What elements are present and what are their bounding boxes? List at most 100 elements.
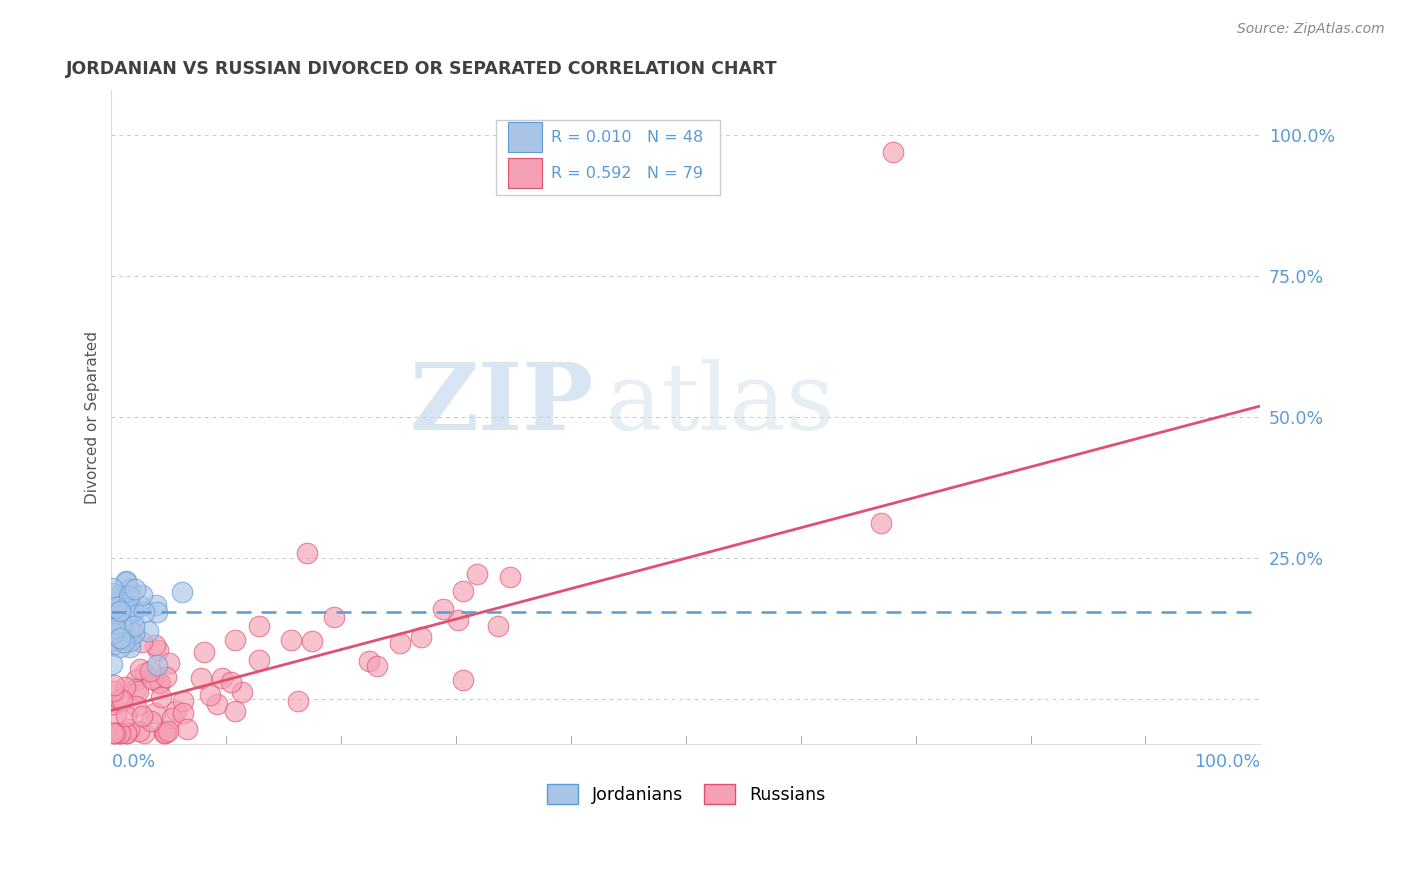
Point bbox=[108, 726, 131, 740]
Point bbox=[148, 675, 170, 690]
Point bbox=[115, 609, 138, 624]
Point bbox=[155, 670, 177, 684]
Point bbox=[224, 632, 246, 647]
Point bbox=[110, 692, 132, 706]
Point bbox=[103, 590, 125, 604]
Point bbox=[145, 599, 167, 613]
Point bbox=[155, 725, 177, 739]
Text: JORDANIAN VS RUSSIAN DIVORCED OR SEPARATED CORRELATION CHART: JORDANIAN VS RUSSIAN DIVORCED OR SEPARAT… bbox=[66, 60, 778, 78]
Point bbox=[143, 706, 166, 720]
Point bbox=[221, 675, 243, 690]
Point bbox=[125, 699, 148, 714]
Point bbox=[451, 673, 474, 687]
Point bbox=[190, 671, 212, 685]
Point bbox=[101, 585, 124, 599]
Point bbox=[105, 597, 128, 611]
Point bbox=[108, 631, 131, 645]
Point bbox=[101, 581, 124, 595]
Point bbox=[146, 657, 169, 672]
Point bbox=[157, 656, 180, 670]
Point bbox=[287, 693, 309, 707]
Point bbox=[110, 619, 132, 633]
Point bbox=[136, 624, 159, 639]
Point bbox=[110, 616, 132, 631]
Legend: Jordanians, Russians: Jordanians, Russians bbox=[540, 777, 832, 811]
Point bbox=[127, 684, 149, 698]
Point bbox=[101, 726, 124, 740]
Point bbox=[129, 661, 152, 675]
Point bbox=[882, 145, 904, 160]
Point bbox=[120, 640, 142, 654]
Point bbox=[101, 609, 124, 624]
Point bbox=[118, 620, 141, 634]
Point bbox=[153, 726, 176, 740]
Point bbox=[128, 724, 150, 739]
Point bbox=[134, 666, 156, 681]
Text: 0.0%: 0.0% bbox=[111, 753, 156, 771]
Point bbox=[100, 596, 122, 610]
Point bbox=[128, 599, 150, 614]
Point bbox=[111, 629, 134, 643]
Point bbox=[160, 711, 183, 725]
Point bbox=[101, 625, 124, 640]
Point bbox=[105, 592, 128, 607]
Point bbox=[124, 582, 146, 597]
Point bbox=[120, 634, 142, 648]
Text: ZIP: ZIP bbox=[409, 359, 593, 450]
FancyBboxPatch shape bbox=[508, 122, 543, 153]
Point bbox=[118, 589, 141, 603]
Point bbox=[114, 726, 136, 740]
Point bbox=[108, 726, 131, 740]
Point bbox=[105, 604, 128, 618]
Point bbox=[432, 602, 454, 616]
Point bbox=[100, 657, 122, 671]
Point bbox=[103, 633, 125, 648]
Point bbox=[108, 640, 131, 654]
FancyBboxPatch shape bbox=[508, 158, 543, 188]
Point bbox=[110, 693, 132, 707]
Point bbox=[465, 567, 488, 582]
Point bbox=[115, 605, 138, 619]
Point bbox=[101, 697, 124, 711]
Point bbox=[131, 589, 153, 603]
Point bbox=[447, 613, 470, 627]
Point bbox=[486, 619, 509, 633]
Point bbox=[146, 605, 169, 619]
Point bbox=[141, 714, 163, 729]
Point bbox=[247, 653, 270, 667]
Point bbox=[115, 626, 138, 640]
Point bbox=[176, 722, 198, 736]
Point bbox=[103, 678, 125, 692]
Point bbox=[134, 726, 156, 740]
Point bbox=[153, 726, 176, 740]
Point bbox=[118, 625, 141, 640]
Point bbox=[124, 603, 146, 617]
Point bbox=[104, 599, 127, 614]
Point bbox=[118, 582, 141, 596]
Point bbox=[149, 690, 172, 704]
Text: Source: ZipAtlas.com: Source: ZipAtlas.com bbox=[1237, 22, 1385, 37]
Point bbox=[114, 680, 136, 694]
Point bbox=[125, 681, 148, 696]
Point bbox=[104, 726, 127, 740]
Point bbox=[118, 723, 141, 737]
Point bbox=[101, 622, 124, 636]
Point bbox=[207, 697, 229, 711]
Point bbox=[323, 609, 346, 624]
Point bbox=[280, 632, 302, 647]
Point bbox=[139, 665, 162, 679]
Point bbox=[121, 625, 143, 640]
Point bbox=[198, 688, 221, 702]
Point bbox=[231, 685, 253, 699]
Text: R = 0.010   N = 48: R = 0.010 N = 48 bbox=[551, 130, 703, 145]
Text: 100.0%: 100.0% bbox=[1194, 753, 1260, 771]
Point bbox=[122, 604, 145, 618]
Text: atlas: atlas bbox=[606, 359, 835, 450]
Point bbox=[112, 597, 135, 611]
Point bbox=[108, 726, 131, 740]
Point bbox=[104, 621, 127, 635]
Point bbox=[295, 546, 318, 560]
Point bbox=[389, 636, 412, 650]
Point bbox=[112, 635, 135, 649]
Point bbox=[172, 694, 194, 708]
